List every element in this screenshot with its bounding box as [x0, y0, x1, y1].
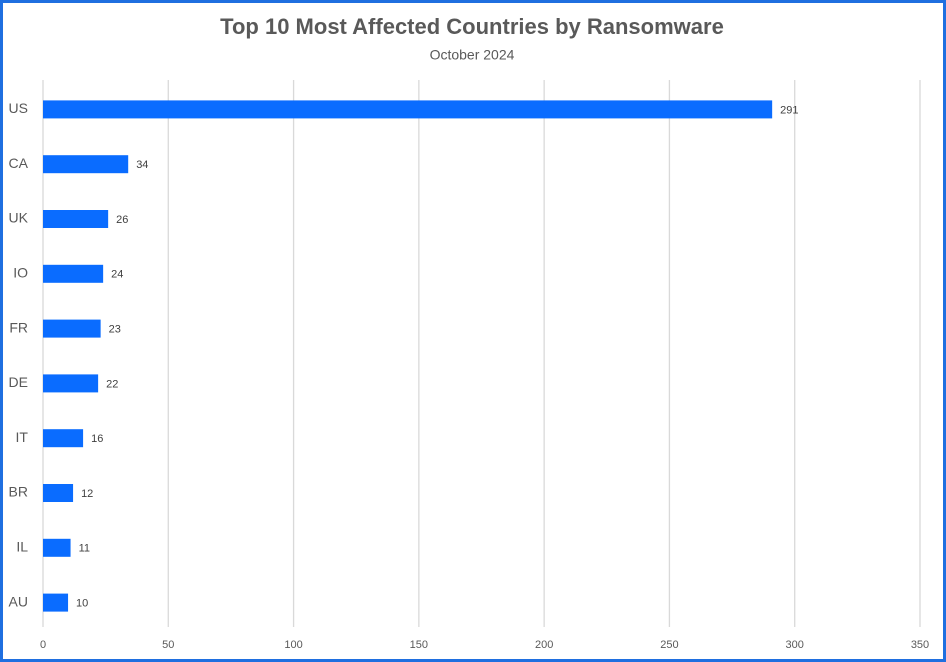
data-label: 291: [780, 104, 798, 116]
data-label: 23: [109, 324, 121, 336]
bar: [43, 264, 104, 283]
x-tick-label: 50: [162, 639, 174, 651]
x-tick-label: 200: [535, 639, 553, 651]
bar: [43, 374, 99, 393]
y-tick-label: US: [9, 100, 28, 116]
chart-title: Top 10 Most Affected Countries by Ransom…: [220, 14, 724, 39]
y-tick-label: FR: [9, 319, 28, 335]
data-label: 34: [136, 159, 148, 171]
y-tick-label: DE: [9, 374, 28, 390]
x-tick-label: 300: [786, 639, 804, 651]
data-label: 10: [76, 598, 88, 610]
data-label: 11: [79, 543, 90, 555]
x-tick-label: 100: [284, 639, 302, 651]
bar: [43, 210, 109, 228]
y-tick-label: CA: [9, 155, 29, 171]
x-tick-label: 150: [410, 639, 428, 651]
y-tick-label: IT: [16, 429, 29, 445]
x-tick-label: 350: [911, 639, 929, 651]
bar: [43, 155, 129, 174]
bar: [43, 484, 74, 502]
x-tick-label: 0: [40, 639, 46, 651]
bar: [43, 319, 101, 338]
bar: [43, 429, 84, 448]
bar: [43, 100, 773, 119]
data-label: 16: [91, 433, 103, 445]
data-label: 22: [106, 378, 118, 390]
y-tick-label: AU: [9, 593, 28, 609]
y-tick-label: BR: [9, 484, 28, 500]
y-tick-label: UK: [9, 210, 29, 226]
chart-subtitle: October 2024: [430, 47, 515, 63]
data-label: 26: [116, 214, 128, 226]
data-label: 24: [111, 269, 123, 281]
data-label: 12: [81, 488, 93, 500]
x-tick-label: 250: [660, 639, 678, 651]
bar: [43, 593, 69, 612]
bar: [43, 538, 71, 557]
y-tick-label: IL: [16, 539, 28, 555]
y-tick-label: IO: [13, 265, 28, 281]
